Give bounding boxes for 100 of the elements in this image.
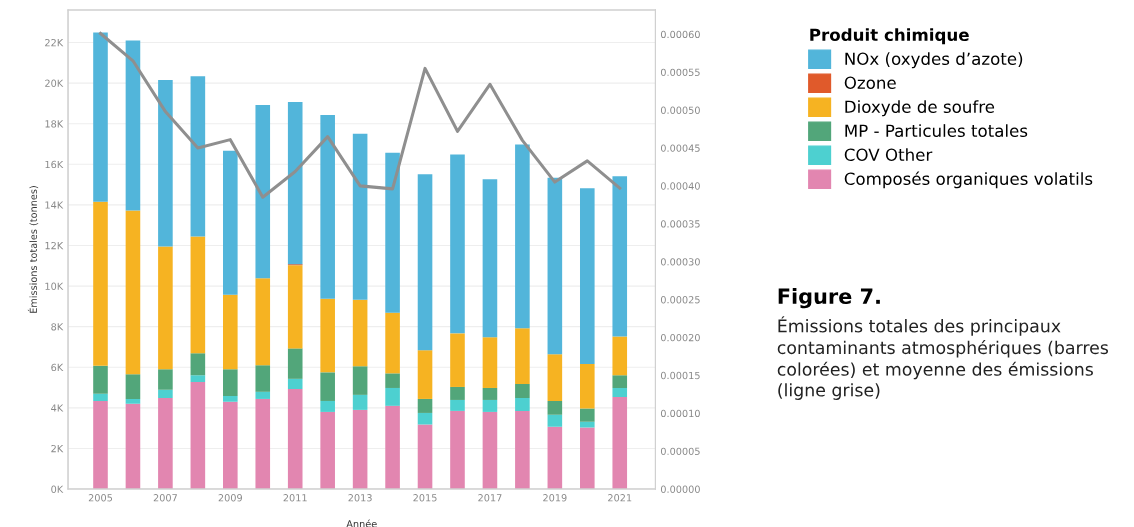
bar [287,101,303,265]
y2-tick-label: 0.00035 [660,220,700,228]
y-tick-label: 16K [45,160,64,169]
bar [190,381,206,490]
bar [158,80,173,247]
bar [482,387,498,400]
bar [190,236,206,354]
line-series [98,31,622,199]
y-tick-label: 12K [45,241,64,250]
bar [190,353,206,376]
bar [417,350,433,399]
legend-label: MP - Particules totales [845,124,1028,138]
text: Émissions totales des principaux contaminants atmosphériques (barres colorées) et moyenne des émissions (ligne grise) [777,316,1109,400]
bar [547,426,563,490]
legend-title: Produit chimique [810,28,969,45]
x-tick-label: 2015 [413,494,437,502]
bar [580,408,595,422]
bar [547,414,563,427]
bar [93,400,108,490]
bar [515,383,530,398]
bar [482,399,498,412]
bar [255,278,271,366]
legend-label: Ozone [844,76,896,90]
bar [190,375,206,382]
bar [287,348,303,379]
bar [158,369,173,390]
x-tick-label: 2021 [608,494,632,502]
bar [93,201,108,366]
bar [125,398,141,404]
bar [190,76,206,237]
bar [352,409,368,490]
bar [352,299,368,367]
bar [385,152,400,313]
x-tick-label: 2013 [348,494,372,502]
bar [450,333,465,387]
y-tick-label: 2K [51,444,64,453]
bar [482,337,498,388]
bar [223,401,238,490]
x-axis-title: Année [346,519,377,527]
bar [515,397,530,411]
bar [580,188,595,365]
bar [580,364,595,409]
bar [547,354,563,401]
y2-tick-label: 0.00000 [660,485,700,493]
legend-label: Dioxyde de soufre [845,100,995,117]
bar [515,144,530,329]
legend-label: COV Other [844,148,933,162]
bar [417,398,433,413]
legend-label: NOx (oxydes d’azote) [845,52,1023,69]
y2-tick-label: 0.00040 [660,182,700,190]
bar [450,154,465,334]
y-tick-label: 14K [45,201,64,209]
bar [320,372,335,401]
bar [450,386,465,400]
bar [255,105,271,279]
y2-tick-label: 0.00045 [660,144,700,152]
x-tick-label: 2009 [218,494,242,502]
bar [320,114,335,299]
y-tick-label: 22K [45,38,64,47]
bar [612,176,628,337]
bar [547,400,563,415]
bar [417,174,433,351]
y-tick-label: 0K [51,485,64,493]
bar [223,369,238,396]
bar [287,265,303,349]
bar [580,421,595,428]
bar [482,411,498,490]
bar [515,410,530,490]
bar [352,366,368,395]
bar [320,298,335,373]
bar [612,375,628,388]
bar [93,365,108,394]
bar [385,312,400,374]
y2-tick-label: 0.00015 [660,371,700,380]
bar [320,411,335,490]
bar [125,40,141,211]
bar [125,403,141,490]
y-tick-label: 4K [51,404,64,412]
bar [320,400,335,412]
bar [417,424,433,490]
bar [352,394,368,410]
bar [223,150,238,295]
x-tick-label: 2011 [283,494,307,502]
y2-tick-label: 0.00060 [660,30,700,39]
bar [352,133,368,300]
y2-tick-label: 0.00010 [660,409,700,418]
y2-tick-label: 0.00005 [660,447,700,455]
bar [417,412,433,425]
y-tick-label: 8K [51,323,64,331]
bar [612,387,628,397]
bar [385,373,400,388]
y-tick-label: 18K [45,120,64,128]
y-axis-title: Émissions totales (tonnes) [27,186,39,313]
bar [482,179,498,338]
y-tick-label: 6K [51,363,64,372]
x-tick-label: 2017 [478,494,502,502]
bar [125,374,141,399]
bar [385,387,400,406]
bar [515,328,530,384]
bar [612,396,628,490]
